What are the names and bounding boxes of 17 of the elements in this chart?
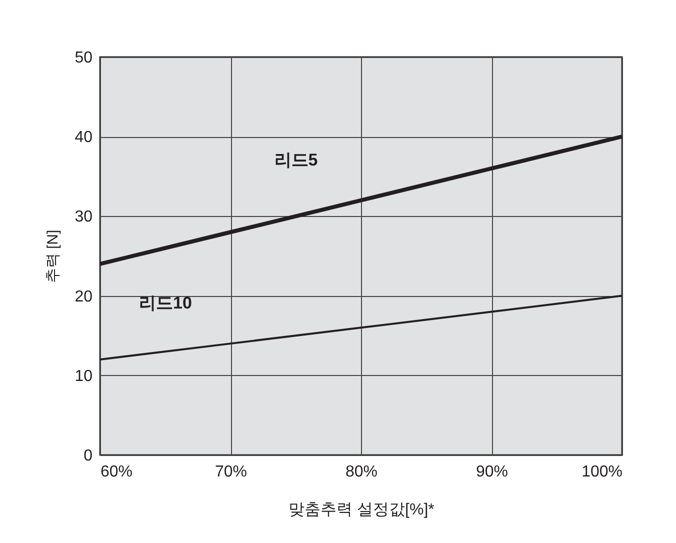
x-tick-label: 80% (345, 464, 378, 480)
y-tick-label: 20 (74, 288, 93, 306)
x-axis-title: 맞춤추력 설정값[%]* (288, 502, 434, 518)
y-tick-label: 40 (74, 129, 93, 146)
y-tick-label: 50 (74, 50, 93, 66)
text: 리드5 (274, 150, 318, 170)
y-tick-label: 0 (84, 448, 93, 464)
line-series (98, 134, 624, 266)
y-tick-label: 10 (74, 368, 93, 385)
x-tick-label: 60% (100, 464, 133, 480)
x-tick-label: 70% (214, 464, 248, 480)
y-axis-title: 추력 [N] (44, 230, 62, 284)
x-tick-label: 100% (582, 464, 622, 480)
y-tick-label: 30 (74, 208, 93, 226)
text: 리드10 (139, 294, 192, 313)
line-series (99, 294, 623, 360)
x-tick-label: 90% (476, 464, 508, 480)
